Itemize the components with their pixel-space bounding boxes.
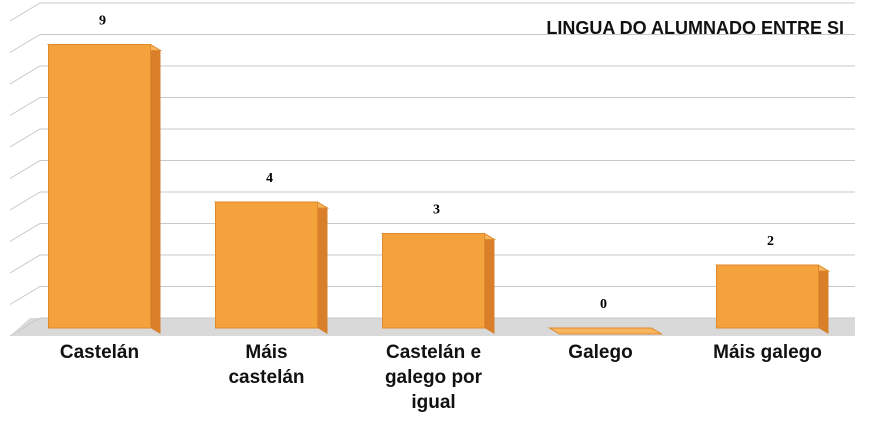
grid-line [9, 317, 855, 337]
x-tick-label: Galego [568, 342, 633, 363]
grid-line [9, 97, 855, 116]
grid-line [9, 223, 855, 242]
value-label: 3 [433, 203, 440, 218]
bar [213, 201, 330, 334]
grid-line [9, 160, 855, 179]
x-tick-label: Máis galego [713, 342, 822, 363]
bar [547, 327, 664, 335]
value-label: 0 [600, 297, 607, 312]
x-tick-label: Castelán e galego por igual [384, 342, 483, 413]
grid-line [9, 34, 855, 53]
value-label: 4 [266, 171, 273, 186]
grid-line [9, 191, 855, 211]
grid-line [9, 65, 855, 85]
grid-line [9, 286, 855, 305]
bar [380, 233, 497, 334]
value-label: 2 [767, 234, 774, 249]
grid-line [9, 2, 855, 22]
bar [46, 44, 163, 334]
bar [714, 264, 831, 334]
chart-title: LINGUA DO ALUMNADO ENTRE SI [546, 18, 844, 38]
x-tick-label: Castelán [59, 342, 140, 363]
grid-line [9, 254, 855, 274]
grid-line [9, 128, 855, 148]
x-tick-label: Máis castelán [228, 342, 305, 388]
value-label: 9 [99, 14, 106, 29]
